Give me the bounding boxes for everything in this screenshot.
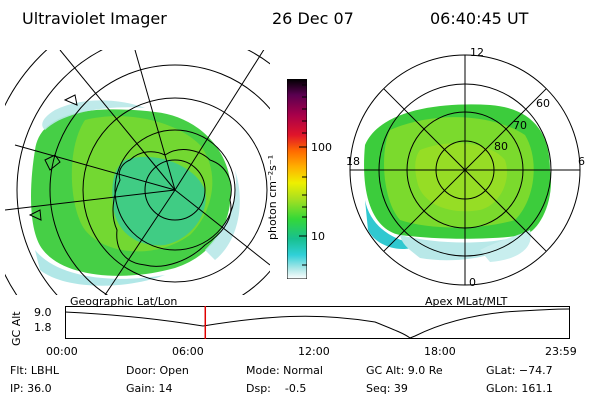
colorbar-unit-label: photon cm⁻²s⁻¹	[266, 154, 279, 240]
info-ip: IP: 36.0	[10, 382, 52, 395]
colorbar	[287, 79, 307, 279]
mlt-label-6: 6	[578, 155, 585, 168]
timeline-ytick-high: 9.0	[34, 306, 52, 319]
timeline-ytick-low: 1.8	[34, 321, 52, 334]
info-glon: GLon: 161.1	[486, 382, 553, 395]
info-mode: Mode: Normal	[246, 364, 323, 377]
mlt-label-12: 12	[470, 46, 484, 59]
timeline-xtick-2: 12:00	[298, 345, 330, 358]
info-gain: Gain: 14	[126, 382, 173, 395]
geographic-map	[5, 50, 270, 295]
timeline-xtick-4: 23:59	[545, 345, 577, 358]
mlat-label-80: 80	[494, 140, 508, 153]
apex-panel-label: Apex MLat/MLT	[425, 295, 508, 308]
geo-panel-label: Geographic Lat/Lon	[70, 295, 178, 308]
time-label: 06:40:45 UT	[430, 9, 529, 28]
info-door: Door: Open	[126, 364, 189, 377]
apex-map	[349, 54, 581, 286]
info-glat: GLat: −74.7	[486, 364, 553, 377]
info-flt: Flt: LBHL	[10, 364, 59, 377]
date-label: 26 Dec 07	[272, 9, 354, 28]
colorbar-tick-100: 100	[311, 141, 332, 154]
colorbar-tick-10: 10	[311, 230, 325, 243]
info-gcalt: GC Alt: 9.0 Re	[366, 364, 443, 377]
mlat-label-70: 70	[513, 119, 527, 132]
info-seq: Seq: 39	[366, 382, 408, 395]
mlt-label-0: 0	[469, 276, 476, 289]
timeline-xtick-0: 00:00	[46, 345, 78, 358]
mlat-label-60: 60	[536, 97, 550, 110]
mlt-label-18: 18	[346, 155, 360, 168]
info-dsp: Dsp: -0.5	[246, 382, 307, 395]
timeline-xtick-1: 06:00	[172, 345, 204, 358]
instrument-title: Ultraviolet Imager	[22, 9, 167, 28]
timeline-xtick-3: 18:00	[424, 345, 456, 358]
timeline-plot	[65, 306, 570, 339]
timeline-ylabel: GC Alt	[10, 311, 23, 346]
